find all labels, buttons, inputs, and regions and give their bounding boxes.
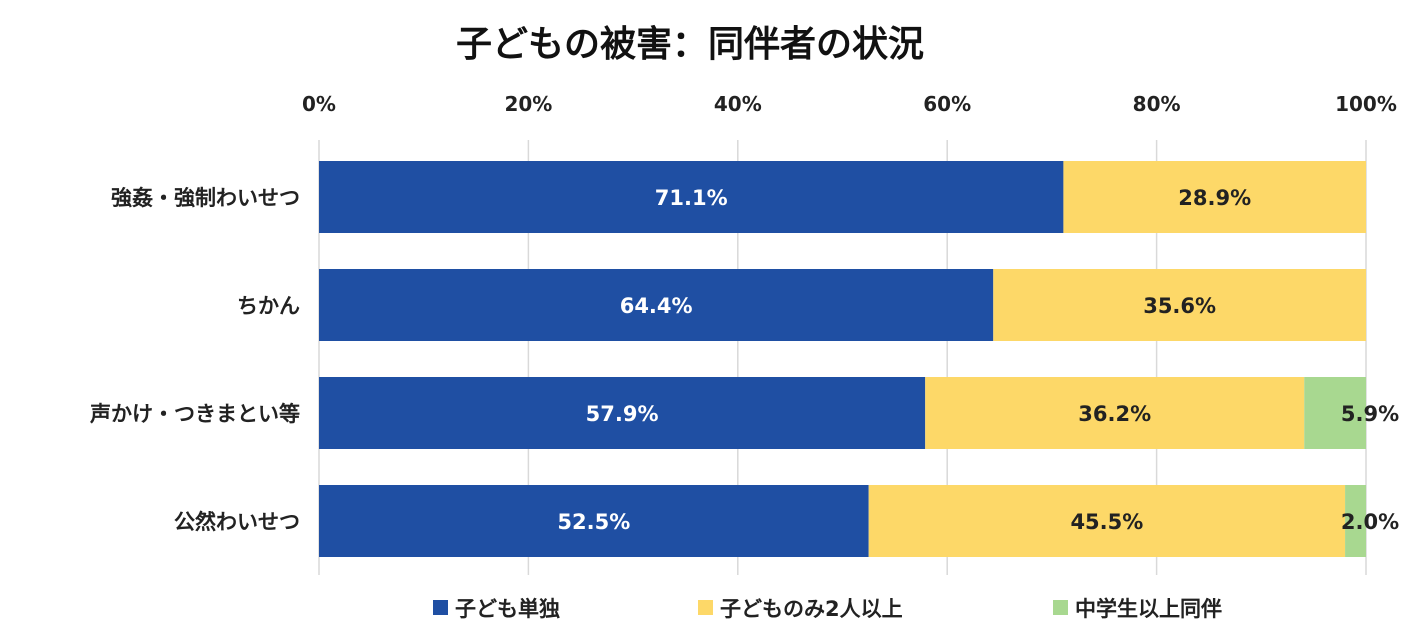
x-tick-label: 40% xyxy=(714,92,762,116)
legend-swatch xyxy=(1053,600,1068,615)
x-tick-label: 100% xyxy=(1335,92,1397,116)
x-tick-labels: 0% 20% 40% 60% 80% 100% xyxy=(302,92,1397,116)
bars xyxy=(319,161,1366,557)
legend-label: 子どものみ2人以上 xyxy=(720,597,903,621)
x-tick-label: 0% xyxy=(302,92,336,116)
bar-segment xyxy=(319,269,994,341)
x-tick-label: 60% xyxy=(923,92,971,116)
bar-segment xyxy=(319,161,1064,233)
legend-swatch xyxy=(433,600,448,615)
data-label: 57.9% xyxy=(586,402,659,426)
data-label: 35.6% xyxy=(1143,294,1216,318)
data-label: 64.4% xyxy=(620,294,693,318)
bar-segment xyxy=(925,377,1305,449)
data-label: 36.2% xyxy=(1078,402,1151,426)
bar-segment xyxy=(1063,161,1366,233)
category-label: 声かけ・つきまとい等 xyxy=(89,402,300,426)
bar-segment xyxy=(868,485,1346,557)
category-label: 公然わいせつ xyxy=(174,510,300,534)
chart-title: 子どもの被害：同伴者の状況 xyxy=(456,24,924,65)
data-label: 52.5% xyxy=(557,510,630,534)
data-label: 45.5% xyxy=(1070,510,1143,534)
legend-swatch xyxy=(698,600,713,615)
data-label: 2.0% xyxy=(1341,510,1399,534)
bar-segment xyxy=(993,269,1366,341)
data-label: 28.9% xyxy=(1178,186,1251,210)
legend-label: 子ども単独 xyxy=(455,597,560,621)
category-label: 強姦・強制わいせつ xyxy=(111,186,300,210)
bar-segment xyxy=(319,485,869,557)
legend-label: 中学生以上同伴 xyxy=(1075,597,1222,621)
bar-segment xyxy=(1304,377,1366,449)
data-label: 5.9% xyxy=(1341,402,1399,426)
data-labels: 71.1% 28.9% 64.4% 35.6% 57.9% 36.2% 5.9% 52.5% 4… xyxy=(557,186,1399,534)
category-label: ちかん xyxy=(237,294,300,318)
bar-segment xyxy=(319,377,926,449)
data-label: 71.1% xyxy=(655,186,728,210)
bar-segment xyxy=(1345,485,1366,557)
x-tick-label: 20% xyxy=(504,92,552,116)
legend: 子ども単独 子どものみ2人以上 中学生以上同伴 xyxy=(433,597,1222,621)
x-tick-label: 80% xyxy=(1133,92,1181,116)
